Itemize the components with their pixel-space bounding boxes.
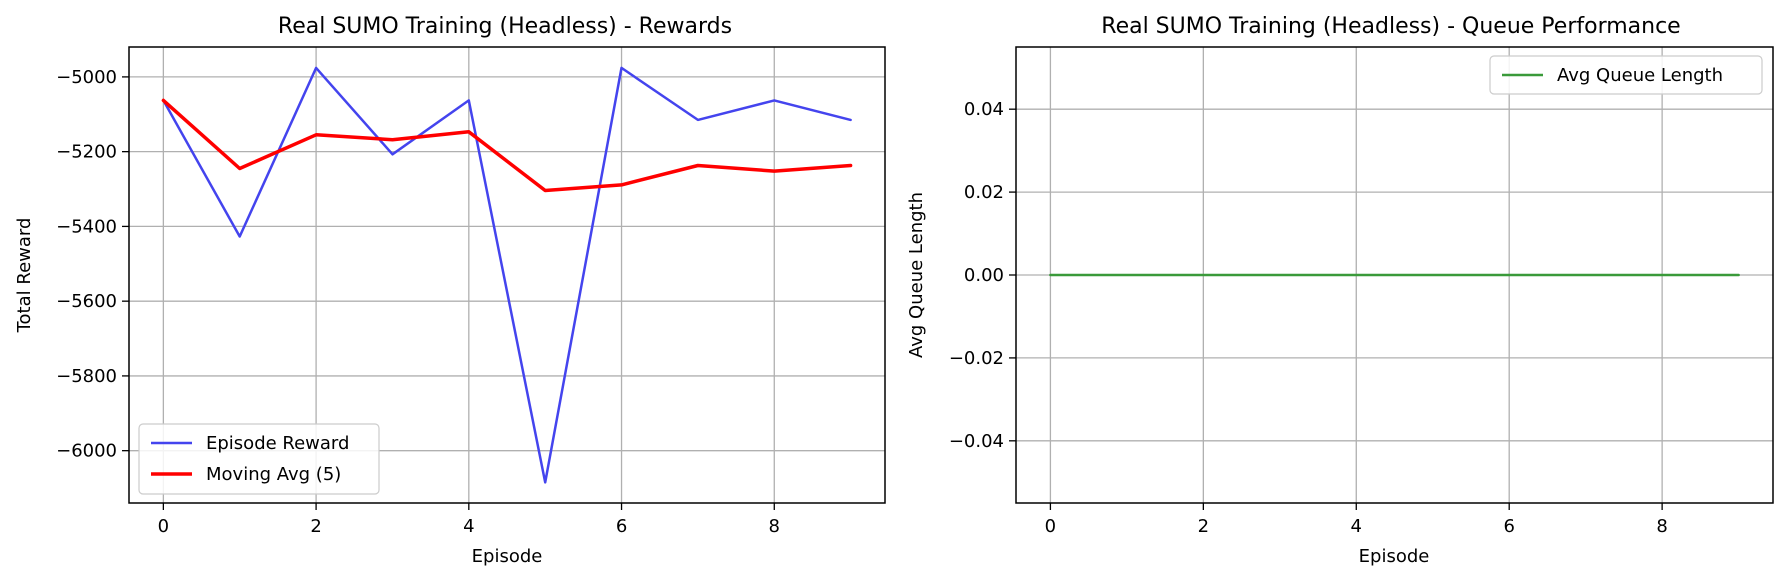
legend-label-episode-reward: Episode Reward bbox=[206, 433, 349, 454]
queue-y-tick-label: −0.04 bbox=[949, 431, 1004, 452]
rewards-chart: Real SUMO Training (Headless) - Rewards … bbox=[14, 14, 886, 567]
rewards-x-tick-label: 6 bbox=[616, 516, 627, 537]
queue-y-tick-label: 0.04 bbox=[964, 99, 1004, 120]
queue-y-axis-label: Avg Queue Length bbox=[906, 192, 927, 358]
rewards-y-tick-label: −5000 bbox=[56, 67, 117, 88]
rewards-series bbox=[161, 66, 853, 484]
queue-chart-title: Real SUMO Training (Headless) - Queue Pe… bbox=[1101, 14, 1680, 39]
rewards-y-tick-label: −5200 bbox=[56, 142, 117, 163]
rewards-x-tick-label: 0 bbox=[158, 516, 169, 537]
rewards-y-tick-label: −5600 bbox=[56, 291, 117, 312]
queue-y-tick-label: 0.00 bbox=[964, 265, 1004, 286]
queue-x-tick-label: 0 bbox=[1045, 516, 1056, 537]
rewards-x-tick-label: 8 bbox=[769, 516, 780, 537]
queue-x-tick-label: 4 bbox=[1351, 516, 1362, 537]
rewards-y-tick-label: −5400 bbox=[56, 216, 117, 237]
rewards-y-axis-label: Total Reward bbox=[14, 218, 35, 334]
queue-y-ticks: −0.04 −0.02 0.00 0.02 0.04 bbox=[949, 99, 1016, 452]
queue-chart: Real SUMO Training (Headless) - Queue Pe… bbox=[906, 14, 1774, 567]
queue-x-ticks: 0 2 4 6 8 bbox=[1045, 503, 1668, 537]
rewards-series-line-episode-reward bbox=[162, 66, 852, 484]
queue-x-tick-label: 2 bbox=[1198, 516, 1209, 537]
rewards-x-axis-label: Episode bbox=[472, 546, 543, 567]
rewards-chart-title: Real SUMO Training (Headless) - Rewards bbox=[278, 14, 732, 39]
queue-x-axis-label: Episode bbox=[1359, 546, 1430, 567]
rewards-series-line-moving-avg-5 bbox=[161, 98, 853, 193]
rewards-plot-frame bbox=[128, 46, 886, 504]
queue-y-tick-label: −0.02 bbox=[949, 348, 1004, 369]
queue-x-tick-label: 6 bbox=[1503, 516, 1514, 537]
queue-legend: Avg Queue Length bbox=[1489, 55, 1763, 95]
rewards-x-tick-label: 4 bbox=[463, 516, 474, 537]
rewards-x-ticks: 0 2 4 6 8 bbox=[158, 503, 780, 537]
queue-legend-box bbox=[1489, 55, 1763, 95]
rewards-x-tick-label: 2 bbox=[310, 516, 321, 537]
rewards-legend: Episode Reward Moving Avg (5) bbox=[138, 423, 380, 495]
queue-y-tick-label: 0.02 bbox=[964, 182, 1004, 203]
rewards-legend-box bbox=[138, 423, 380, 495]
rewards-y-tick-label: −6000 bbox=[56, 441, 117, 462]
rewards-y-ticks: −6000 −5800 −5600 −5400 −5200 −5000 bbox=[56, 67, 129, 462]
legend-label-moving-avg: Moving Avg (5) bbox=[206, 464, 341, 485]
rewards-y-tick-label: −5800 bbox=[56, 366, 117, 387]
legend-label-avg-queue-length: Avg Queue Length bbox=[1557, 65, 1723, 86]
queue-x-tick-label: 8 bbox=[1656, 516, 1667, 537]
